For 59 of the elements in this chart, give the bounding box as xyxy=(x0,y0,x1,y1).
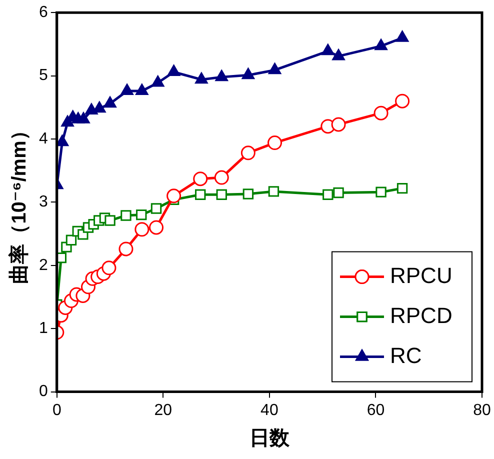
point xyxy=(374,106,388,120)
point xyxy=(333,187,344,198)
legend-label: RPCU xyxy=(390,262,452,288)
point xyxy=(240,146,256,160)
y-tick-label: 0 xyxy=(38,383,48,400)
x-axis-title: 日数 xyxy=(249,428,290,450)
x-tick-label: 0 xyxy=(52,402,62,419)
x-tick-label: 40 xyxy=(260,402,278,419)
point xyxy=(167,64,180,76)
point xyxy=(102,260,116,276)
point xyxy=(376,186,386,198)
point xyxy=(120,210,132,221)
point xyxy=(56,134,69,146)
point xyxy=(215,70,228,82)
point xyxy=(120,84,134,95)
point xyxy=(242,188,254,200)
legend-label: RPCD xyxy=(390,302,452,328)
point xyxy=(322,44,334,56)
point xyxy=(396,30,409,42)
x-tick-label: 80 xyxy=(473,402,491,419)
point xyxy=(216,189,227,200)
point xyxy=(150,203,162,214)
point xyxy=(374,38,388,50)
point xyxy=(268,136,282,150)
point xyxy=(242,68,255,80)
point xyxy=(268,186,280,197)
point xyxy=(268,62,282,74)
point xyxy=(214,170,229,185)
point xyxy=(104,215,116,226)
x-tick-label: 60 xyxy=(366,402,385,419)
point xyxy=(332,48,345,60)
point xyxy=(395,94,410,108)
y-axis-title: 曲率（10⁻⁶/mm） xyxy=(8,120,31,284)
point xyxy=(195,189,206,200)
point xyxy=(149,220,164,235)
point xyxy=(104,96,116,108)
y-tick-label: 1 xyxy=(38,320,48,338)
point xyxy=(166,188,182,204)
point xyxy=(134,222,150,237)
point xyxy=(77,112,90,124)
x-tick-label: 20 xyxy=(154,402,172,419)
point xyxy=(93,101,106,113)
y-tick-label: 6 xyxy=(38,4,48,22)
y-tick-label: 2 xyxy=(38,256,48,274)
y-tick-label: 3 xyxy=(38,194,48,211)
point xyxy=(331,117,346,132)
point xyxy=(136,84,148,95)
y-tick-label: 4 xyxy=(38,130,48,148)
point xyxy=(322,189,334,200)
legend-label: RC xyxy=(390,342,422,368)
point xyxy=(118,242,134,256)
point xyxy=(193,172,208,186)
point xyxy=(151,76,164,87)
point xyxy=(396,182,408,194)
point xyxy=(195,72,208,84)
point xyxy=(85,103,98,115)
point xyxy=(66,234,77,246)
y-tick-label: 5 xyxy=(38,67,48,84)
point xyxy=(136,209,147,220)
